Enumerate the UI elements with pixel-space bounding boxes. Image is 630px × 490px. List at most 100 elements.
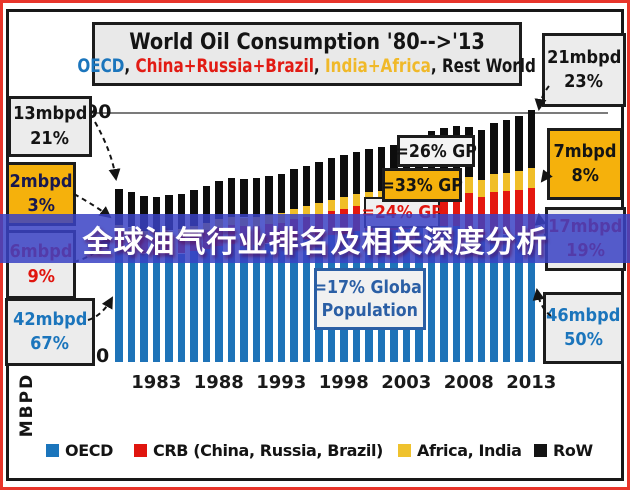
bar-segment-1985-oecd <box>177 253 186 362</box>
bar-segment-2006-oecd <box>440 225 448 362</box>
annotation-33pct-gp: =33% GP <box>381 168 463 202</box>
legend-swatch-oecd <box>46 444 59 457</box>
bar-segment-1984-row <box>165 195 173 231</box>
bar-segment-1990-oecd <box>240 245 248 362</box>
bar-segment-1998-africa, <box>340 197 348 210</box>
x-tick-2013: 2013 <box>506 372 557 393</box>
bar-segment-2012-oecd <box>515 235 523 362</box>
bar-segment-1985-row <box>177 193 186 230</box>
bar-segment-1986-oecd <box>190 250 198 362</box>
bar-segment-1995-africa, <box>302 206 311 217</box>
callout-oecd-2013: 46mbpd 50% <box>543 292 624 364</box>
bar-segment-2009-africa, <box>477 180 486 197</box>
bar-segment-1996-africa, <box>315 202 323 214</box>
bar-segment-1997-africa, <box>327 199 336 211</box>
callout-value: 13mbpd <box>12 103 88 125</box>
bar-segment-1996-row <box>315 161 323 203</box>
bar-segment-2012-row <box>515 115 523 172</box>
bar-segment-2002-row <box>390 145 398 190</box>
legend-item-oecd: OECD <box>46 441 113 460</box>
annotation-text-line2: Population <box>321 300 419 321</box>
y-axis-tick-0: 0 <box>96 345 110 367</box>
legend-label: CRB (China, Russia, Brazil) <box>153 441 383 460</box>
legend-label: OECD <box>65 441 113 460</box>
bar-segment-1990-row <box>240 178 248 218</box>
callout-oecd-1980: 42mbpd 67% <box>5 298 95 366</box>
bar-segment-1982-oecd <box>140 253 148 362</box>
bar-segment-2010-africa, <box>490 174 498 192</box>
callout-value: 46mbpd <box>546 304 621 326</box>
bar-segment-2000-row <box>365 148 373 192</box>
legend-item-row: RoW <box>534 441 593 460</box>
subtitle-sep2: , <box>314 55 326 78</box>
bar-segment-1980-oecd <box>115 247 123 362</box>
bar-segment-1988-oecd <box>215 245 223 362</box>
callout-percent: 21% <box>30 127 70 149</box>
bar-segment-2010-oecd <box>490 233 498 362</box>
legend-item-crb: CRB (China, Russia, Brazil) <box>134 441 383 460</box>
bar-segment-1988-row <box>215 181 223 219</box>
bar-segment-1995-oecd <box>302 238 311 362</box>
callout-percent: 67% <box>30 333 70 354</box>
subtitle-india-africa: India+Africa <box>325 55 432 78</box>
chart-title: World Oil Consumption '80-->'13 <box>129 29 485 55</box>
annotation-text: =33% GP <box>381 174 463 196</box>
bar-segment-2007-crb <box>452 190 461 227</box>
bar-segment-1981-row <box>127 192 136 228</box>
bar-segment-1989-row <box>227 178 236 217</box>
bar-segment-1989-oecd <box>227 244 236 362</box>
callout-row-1980: 13mbpd 21% <box>8 96 92 157</box>
legend-swatch-crb <box>134 444 147 457</box>
chinese-overlay-banner: 全球油气行业排名及相关深度分析 <box>0 214 630 263</box>
bar-segment-2012-africa, <box>515 171 523 190</box>
bar-segment-2012-crb <box>515 189 523 235</box>
bar-segment-1980-row <box>115 189 123 226</box>
bar-segment-1999-row <box>352 151 361 195</box>
legend-label: RoW <box>553 441 593 460</box>
x-tick-1983: 1983 <box>131 372 182 393</box>
bar-segment-2005-oecd <box>427 225 436 362</box>
annotation-26pct-gp: =26% GP <box>395 135 477 167</box>
bar-segment-1997-row <box>327 157 336 200</box>
bar-segment-1994-row <box>290 169 298 210</box>
callout-value: 7mbpd <box>553 140 617 162</box>
subtitle-rest-world: , Rest World <box>431 55 537 78</box>
bar-segment-2008-africa, <box>465 176 473 193</box>
subtitle-sep1: , <box>124 55 136 78</box>
chart-subtitle: OECD, China+Russia+Brazil, India+Africa,… <box>78 55 537 78</box>
bar-segment-2010-crb <box>490 191 498 233</box>
bar-segment-1984-oecd <box>165 254 173 362</box>
x-tick-1998: 1998 <box>318 372 369 393</box>
annotation-text: =26% GP <box>395 140 477 162</box>
callout-percent: 50% <box>564 329 603 350</box>
callout-percent: 23% <box>564 71 604 92</box>
x-tick-2008: 2008 <box>443 372 494 393</box>
subtitle-crb: China+Russia+Brazil <box>135 55 315 78</box>
annotation-17pct-global-population: =17% Global Population <box>313 268 427 330</box>
bar-segment-1987-oecd <box>202 248 211 362</box>
bar-segment-2013-row <box>527 110 536 169</box>
bar-segment-2001-row <box>377 147 386 191</box>
bar-segment-1987-row <box>202 186 211 223</box>
bar-segment-1995-row <box>302 165 311 207</box>
bar-segment-2011-africa, <box>502 173 511 192</box>
callout-value: 42mbpd <box>12 308 88 330</box>
bar-segment-1983-oecd <box>152 255 161 362</box>
bar-segment-1998-row <box>340 155 348 198</box>
x-tick-1988: 1988 <box>193 372 244 393</box>
callout-value: 21mbpd <box>546 46 622 68</box>
bar-segment-2007-oecd <box>452 226 461 362</box>
title-box: World Oil Consumption '80-->'13 OECD, Ch… <box>78 22 536 86</box>
bar-segment-1992-row <box>265 175 273 215</box>
x-tick-1993: 1993 <box>256 372 307 393</box>
bar-segment-1991-row <box>252 178 261 217</box>
bar-segment-2013-crb <box>527 187 536 235</box>
bar-segment-2013-oecd <box>527 234 536 362</box>
bar-segment-1986-row <box>190 189 198 226</box>
callout-percent: 8% <box>571 165 599 186</box>
bar-segment-2011-row <box>502 120 511 173</box>
bar-segment-1991-oecd <box>252 245 261 362</box>
bar-segment-1982-row <box>140 196 148 231</box>
